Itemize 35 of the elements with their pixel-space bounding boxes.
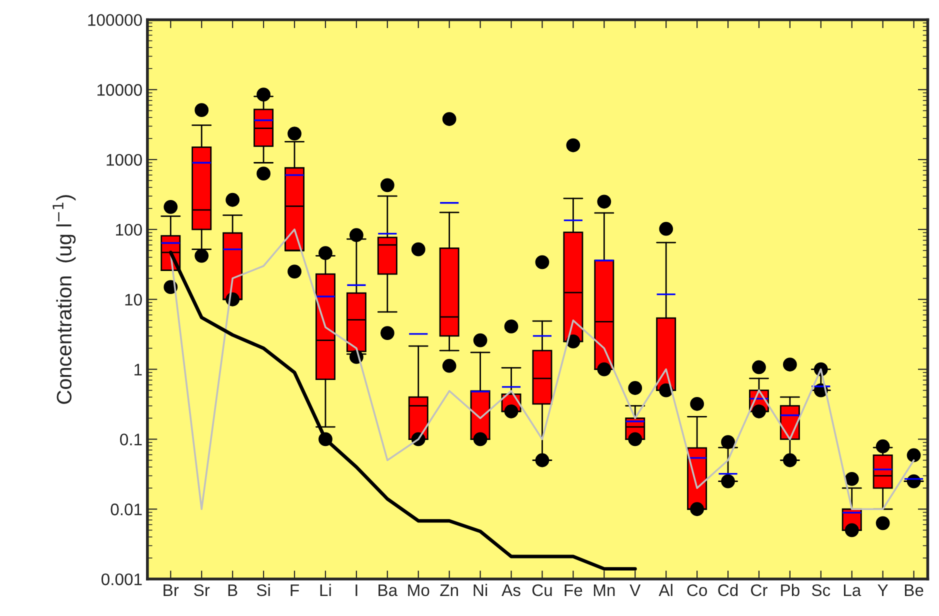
x-tick-label: V [630,584,641,596]
x-tick-label: Mn [594,584,615,596]
y-tick-label: 10000 [97,84,142,96]
y-tick-label: 0.1 [120,434,142,446]
y-tick-label: 1000 [106,154,142,166]
x-tick-label: Pb [781,584,800,596]
x-tick-label: Si [256,584,270,596]
x-tick-label: Cd [718,584,738,596]
x-tick-label: Sr [194,584,210,596]
x-tick-label: F [290,584,299,596]
y-tick-label: 10 [125,294,142,306]
x-tick-label: Co [687,584,707,596]
y-axis-title: Concentration (ug l$^{−1}$) [52,195,76,404]
y-tick-label: 0.001 [102,573,142,586]
x-tick-label: Cr [751,584,768,596]
x-tick-label: Ni [474,584,488,596]
x-tick-label: Zn [440,584,458,596]
x-tick-label: Sc [812,584,830,596]
y-tick-label: 0.01 [110,504,142,516]
x-tick-label: B [228,584,238,596]
x-tick-label: La [844,584,862,596]
x-tick-label: Al [658,584,672,596]
x-tick-label: I [356,584,358,596]
x-tick-label: As [502,584,520,596]
x-tick-label: Fe [564,584,582,596]
x-tick-label: Br [164,584,179,596]
x-tick-label: Mo [408,584,430,596]
x-tick-label: Ba [378,584,398,596]
x-tick-label: Li [320,584,331,596]
x-tick-label: Be [904,584,924,596]
y-tick-label: 100000 [88,14,142,26]
y-tick-label: 100 [116,224,142,236]
x-tick-label: Cu [532,584,552,596]
x-tick-label: Y [878,584,888,596]
y-tick-label: 1 [134,364,142,376]
